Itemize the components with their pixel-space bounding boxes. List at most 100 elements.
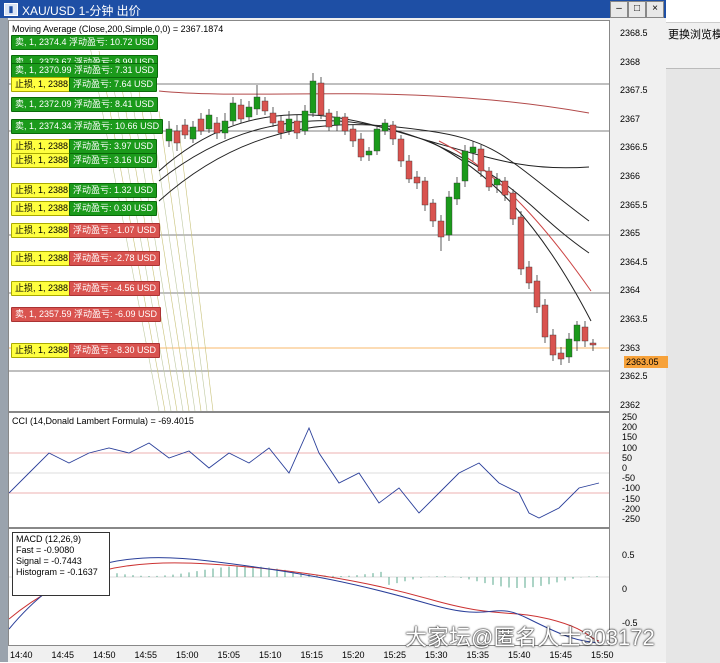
price-tick-label: 2363.5 [620,314,648,324]
candle-bear [349,128,357,142]
position-label[interactable]: 止损, 1, 2388 [11,139,73,154]
time-tick-label: 15:40 [508,650,531,660]
cci-tick-label: 250 [622,412,638,422]
candle-bull [453,182,461,200]
candle-bear [429,202,437,222]
trend-line [178,130,214,412]
cci-title: CCI (14,Donald Lambert Formula) = -69.40… [12,416,194,426]
price-tick-label: 2366.5 [620,142,648,153]
candle-bear [477,148,485,172]
price-tick-label: 2368 [620,56,641,67]
candle-bear [293,120,301,134]
cci-tick-label: 200 [622,422,638,433]
price-tick-label: 2364.5 [620,256,648,267]
position-label[interactable]: 浮动盈亏: -4.56 USD [69,281,161,296]
window-title-bar: ▮ XAU/USD 1-分钟 出价 – □ × [0,0,666,18]
candle-bear [325,112,333,128]
current-price-tag: 2363.05 [624,356,668,368]
candle-bull [333,116,341,126]
minimize-button[interactable]: – [610,1,628,18]
time-tick-label: 15:15 [300,650,324,660]
time-tick-label: 15:30 [425,650,448,660]
candle-bear [549,334,557,356]
time-tick-label: 14:45 [51,650,75,660]
price-tick-label: 2364 [620,285,641,296]
time-axis: 14:40 14:45 14:50 14:55 15:00 15:05 15:10 15:15… [8,648,666,662]
time-tick-label: 14:40 [10,650,33,660]
position-label[interactable]: 浮动盈亏: 7.64 USD [69,77,158,92]
cci-tick-label: 150 [622,432,638,443]
candle-bull [189,126,197,140]
position-label[interactable]: 卖, 1, 2372.09 浮动盈亏: 8.41 USD [11,97,159,112]
candle-bear [509,192,517,220]
maximize-button[interactable]: □ [628,1,646,18]
chart-window[interactable]: Moving Average (Close,200,Simple,0,0) = … [8,18,668,662]
candle-bull [573,324,581,342]
time-tick-label: 15:50 [591,650,614,660]
candle-bull [381,122,389,132]
candle-bear [181,124,189,136]
position-label[interactable]: 浮动盈亏: 0.30 USD [69,201,158,216]
position-label[interactable]: 止损, 1, 2388 [11,251,73,266]
cci-tick-label: 50 [622,452,633,463]
position-label[interactable]: 止损, 1, 2388 [11,183,73,198]
position-label[interactable]: 浮动盈亏: -2.78 USD [69,251,161,266]
candle-bull [565,338,573,358]
position-label[interactable]: 卖, 1, 2374.4 浮动盈亏: 10.72 USD [11,35,159,50]
position-label[interactable]: 浮动盈亏: -1.07 USD [69,223,161,238]
candle-bear [357,138,365,158]
position-label[interactable]: 止损, 1, 2388 [11,201,73,216]
candle-bull [469,146,477,154]
price-pane[interactable]: Moving Average (Close,200,Simple,0,0) = … [8,20,610,412]
candle-bear [525,266,533,284]
trend-line [128,80,184,412]
candle-bull [373,128,381,152]
candle-bull [365,150,373,156]
candle-bear [405,160,413,180]
trend-line [158,110,202,412]
position-label[interactable]: 止损, 1, 2388 [11,77,73,92]
position-label[interactable]: 浮动盈亏: -8.30 USD [69,343,161,358]
price-tick-label: 2367 [620,113,641,124]
browse-mode-button[interactable]: 更换浏览模式 [668,29,720,41]
time-tick-label: 15:10 [259,650,282,660]
macd-histogram: Histogram = -0.1637 [16,567,98,577]
position-label[interactable]: 止损, 1, 2388 [11,223,73,238]
app-icon: ▮ [4,3,18,16]
cci-tick-label: -200 [622,503,641,514]
position-label[interactable]: 卖, 1, 2357.59 浮动盈亏: -6.09 USD [11,307,162,322]
price-tick-label: 2362.5 [620,371,648,382]
candle-bear [389,124,397,140]
position-label[interactable]: 止损, 1, 2388 [11,153,73,168]
candle-bear [213,122,221,134]
close-button[interactable]: × [646,1,664,18]
candle-bull [285,118,293,132]
position-label[interactable]: 卖, 1, 2374.34 浮动盈亏: 10.66 USD [11,119,164,134]
position-label[interactable]: 浮动盈亏: 3.16 USD [69,153,158,168]
time-tick-label: 15:25 [383,650,407,660]
right-panel-header [666,0,720,23]
time-tick-label: 15:00 [176,650,199,660]
position-label[interactable]: 浮动盈亏: 3.97 USD [69,139,158,154]
candle-bull [205,114,213,130]
macd-fast: Fast = -0.9080 [16,545,75,555]
macd-tick-label: 0 [622,584,628,594]
ma-200-line [158,90,590,114]
cci-pane[interactable]: CCI (14,Donald Lambert Formula) = -69.40… [8,412,610,528]
ma-line-b [158,124,590,222]
candle-bear [261,100,269,112]
position-label[interactable]: 浮动盈亏: 1.32 USD [69,183,158,198]
macd-signal-line [8,562,600,642]
candle-bull [309,80,317,114]
position-label[interactable]: 止损, 1, 2388 [11,343,73,358]
position-label[interactable]: 止损, 1, 2388 [11,281,73,296]
candle-bull [245,106,253,118]
candle-bear [397,138,405,162]
macd-title: MACD (12,26,9) [16,534,82,544]
price-tick-label: 2368.5 [620,28,648,38]
position-label[interactable]: 卖, 1, 2370.99 浮动盈亏: 7.31 USD [11,63,159,78]
time-tick-label: 15:35 [466,650,490,660]
cci-tick-label: 0 [622,463,628,473]
candle-bear [317,82,325,116]
candle-bear [421,180,429,206]
